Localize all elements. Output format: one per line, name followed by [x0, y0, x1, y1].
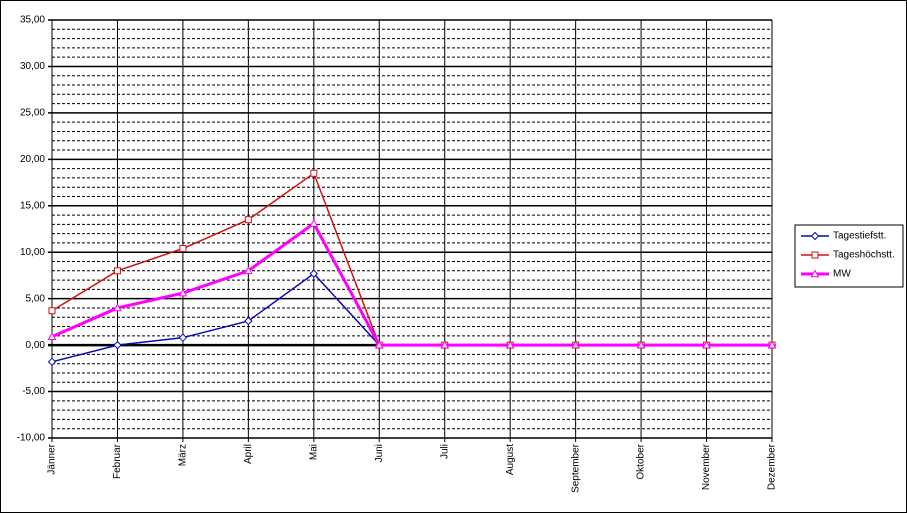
- x-tick-label: August: [505, 444, 516, 475]
- legend-marker: [810, 231, 820, 241]
- x-tick-label: September: [570, 443, 581, 493]
- data-point: [244, 216, 252, 224]
- data-point: [244, 266, 253, 275]
- x-tick-label: Jänner: [47, 443, 58, 474]
- data-point: [310, 169, 318, 177]
- data-point: [47, 332, 57, 341]
- legend-marker: [810, 269, 820, 278]
- data-point: [48, 307, 56, 315]
- y-tick-label: -10,00: [17, 433, 46, 444]
- legend-label: Tagestiefstt.: [833, 231, 886, 242]
- x-tick-label: Dezember: [767, 443, 778, 490]
- data-point: [571, 340, 580, 349]
- legend-marker: [811, 251, 819, 259]
- legend-label: Tageshöchstt.: [833, 250, 895, 261]
- y-tick-label: 25,00: [20, 108, 45, 119]
- data-point: [113, 267, 121, 275]
- x-tick-label: April: [243, 444, 254, 464]
- x-tick-label: Juli: [439, 444, 450, 459]
- data-point: [309, 269, 319, 278]
- data-point: [178, 333, 188, 342]
- y-tick-label: -5,00: [22, 386, 45, 397]
- data-point: [244, 316, 253, 326]
- y-tick-label: 0,00: [26, 340, 46, 351]
- y-tick-label: 15,00: [20, 200, 45, 211]
- data-point: [309, 218, 319, 227]
- data-point: [636, 340, 646, 349]
- data-point: [113, 340, 122, 350]
- data-point: [505, 340, 515, 349]
- y-tick-label: 5,00: [26, 293, 46, 304]
- y-tick-label: 35,00: [20, 15, 45, 26]
- x-tick-label: März: [178, 444, 189, 466]
- y-tick-label: 30,00: [20, 61, 45, 72]
- data-point: [440, 340, 450, 349]
- y-tick-label: 20,00: [20, 154, 45, 165]
- x-tick-label: Mai: [308, 444, 319, 460]
- x-tick-label: Februar: [112, 443, 123, 479]
- legend-label: MW: [833, 269, 851, 280]
- y-tick-label: 10,00: [20, 247, 45, 258]
- data-point: [179, 245, 187, 253]
- data-point: [178, 288, 188, 297]
- data-point: [702, 340, 711, 349]
- data-point: [767, 340, 777, 349]
- x-tick-label: Juni: [374, 444, 385, 462]
- data-point: [47, 357, 57, 367]
- x-tick-label: Oktober: [636, 443, 647, 479]
- x-tick-label: November: [701, 443, 712, 490]
- data-point: [113, 303, 122, 312]
- series-line: [51, 221, 772, 347]
- data-point: [374, 340, 384, 349]
